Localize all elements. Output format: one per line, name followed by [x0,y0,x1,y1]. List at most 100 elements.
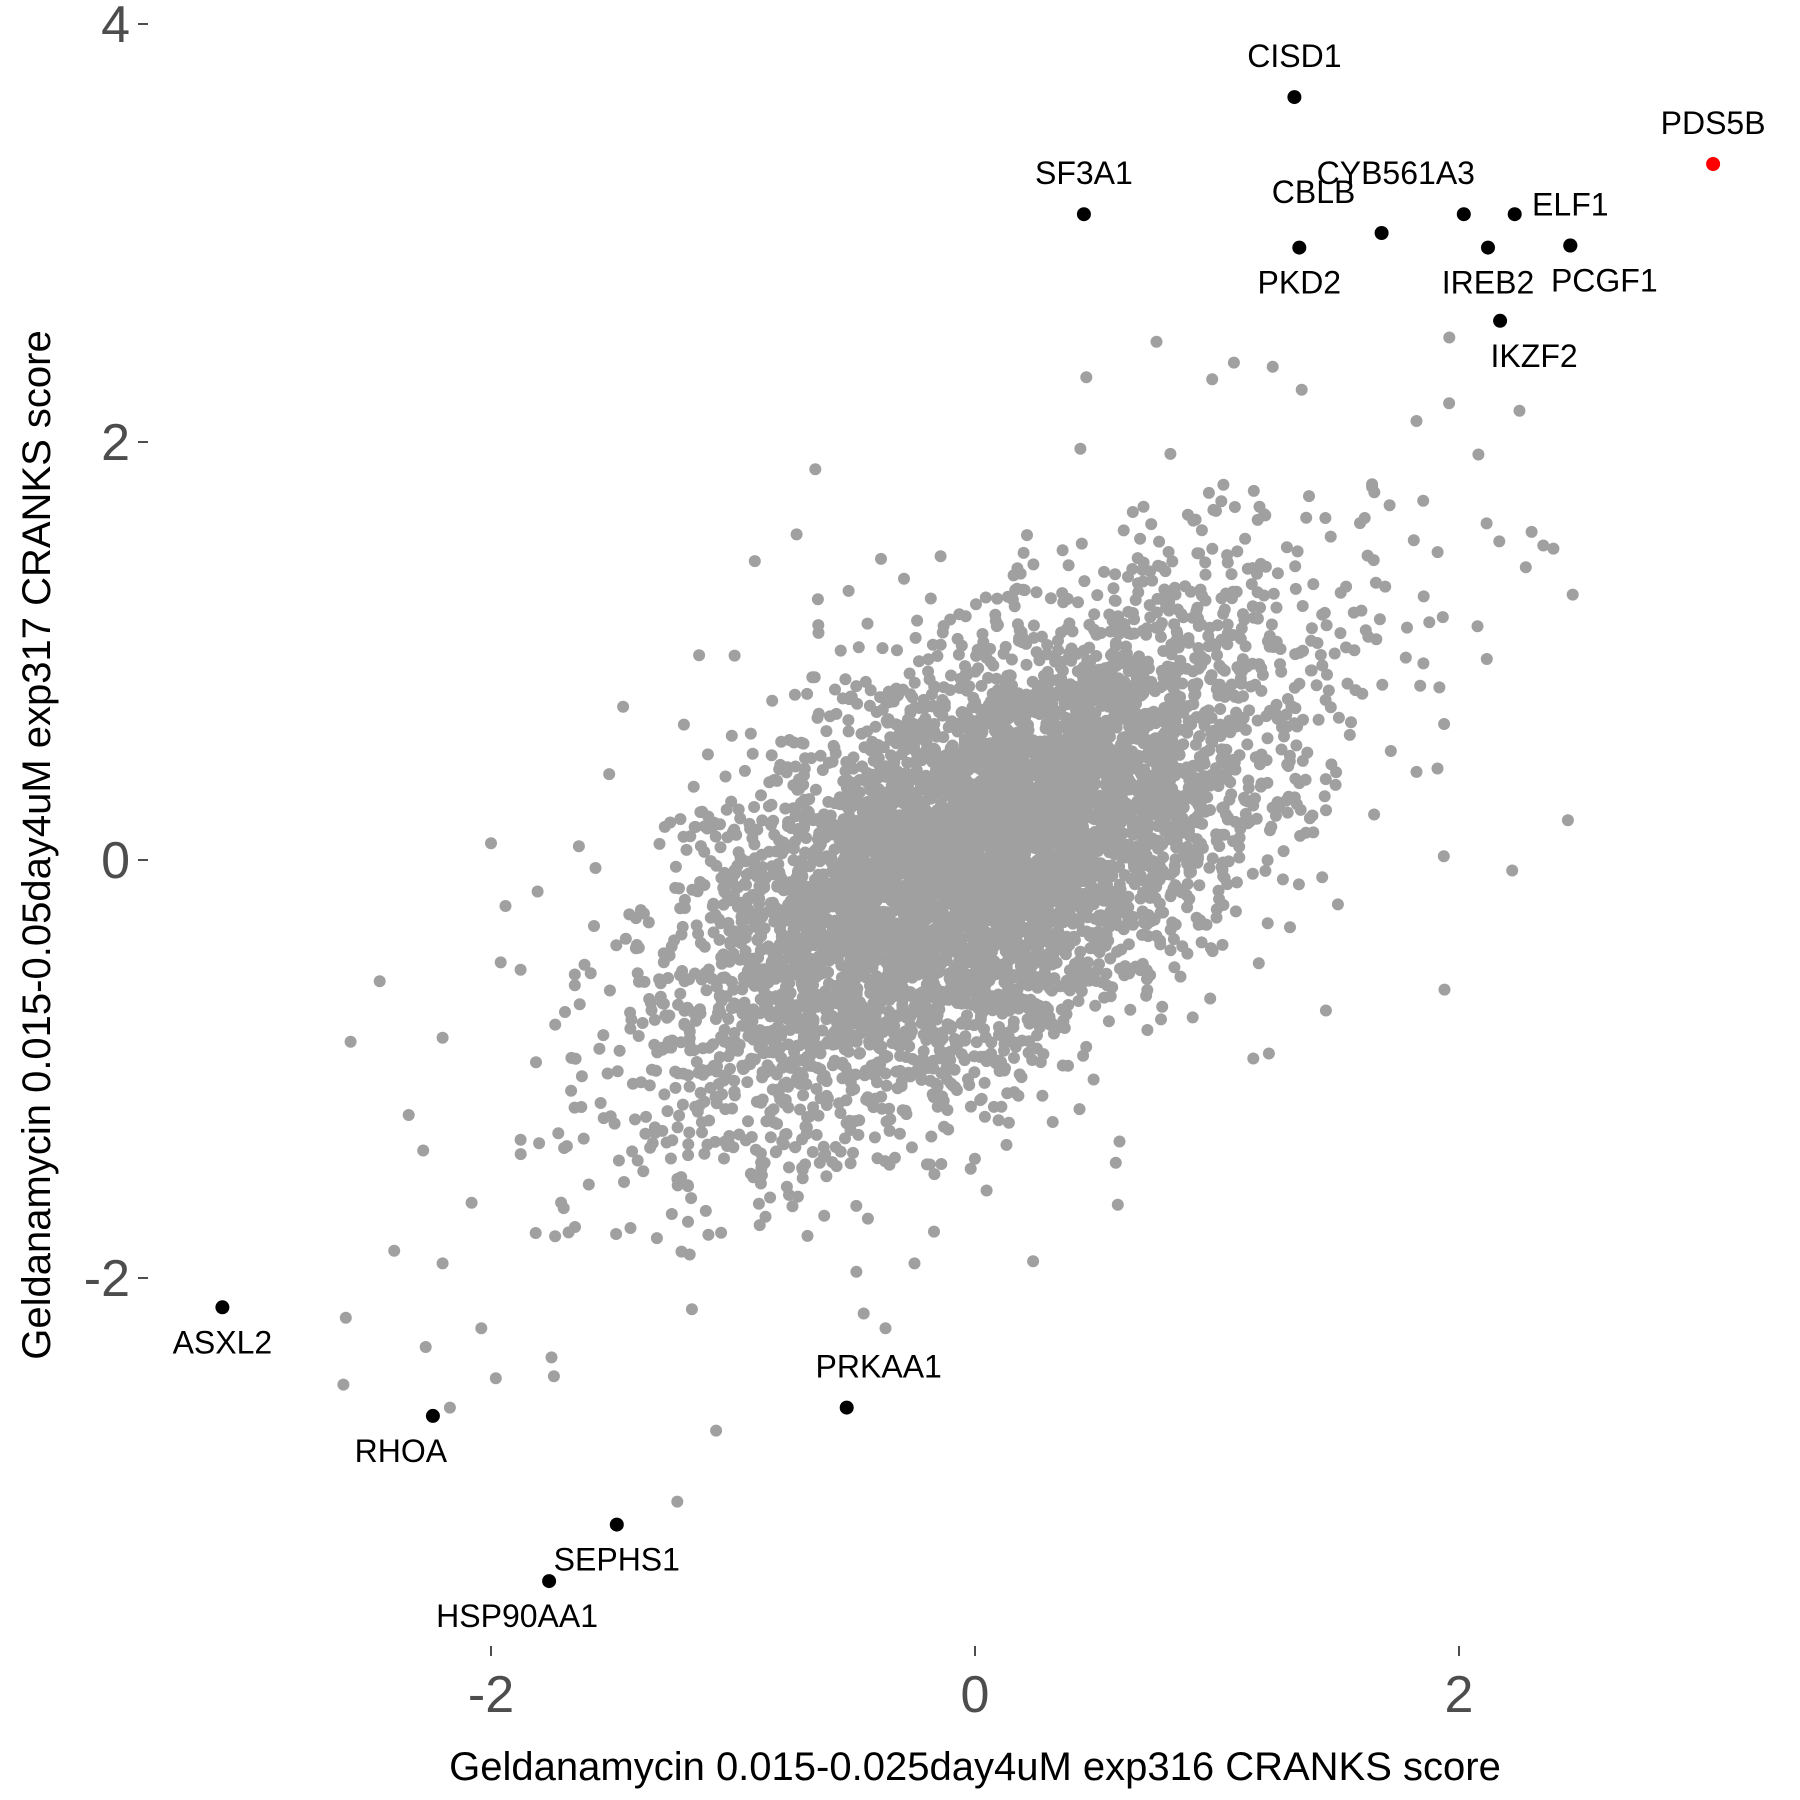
data-point [1117,524,1130,537]
data-point [1410,415,1423,427]
data-point [1324,530,1337,543]
data-point [1322,684,1335,697]
data-point [975,679,988,692]
data-point [1239,532,1252,545]
data-point [1332,711,1345,724]
data-point [675,1036,687,1049]
data-point [1109,1156,1122,1169]
data-point [1108,594,1121,607]
data-point [809,783,822,796]
data-point [1264,824,1276,837]
data-point [658,1088,671,1101]
data-point [671,1179,684,1192]
data-point [1057,1015,1070,1028]
data-point [1271,567,1284,580]
data-point [514,1133,527,1146]
data-point [816,1072,829,1085]
data-point [975,1092,988,1105]
data-point [1277,845,1290,858]
data-point [1004,699,1017,711]
data-point [1471,620,1484,633]
data-point [768,774,781,786]
data-point [808,1038,821,1051]
data-point [771,880,784,893]
data-point [1179,580,1192,593]
data-point [1241,738,1254,751]
data-point [1250,812,1263,825]
data-point [909,964,922,977]
data-point [986,767,999,780]
data-point [1129,594,1142,606]
data-point [529,1227,542,1239]
data-point [937,731,950,744]
data-point [971,798,984,811]
data-point [1221,813,1234,826]
data-point [728,1074,741,1087]
data-point [766,694,779,707]
data-point [998,1044,1010,1057]
data-point [683,1248,696,1261]
data-point [727,983,740,996]
data-point [1251,612,1264,625]
data-point [1417,494,1430,507]
data-point [872,752,885,765]
data-point [584,967,597,980]
data-point [738,764,751,777]
data-point [1305,664,1318,677]
data-point [610,939,623,952]
data-point [767,814,780,827]
data-point [796,1163,809,1176]
data-point [1122,890,1135,903]
data-point [755,864,768,877]
data-point [632,1030,645,1042]
data-point [714,841,727,854]
data-point [1384,745,1397,757]
data-point [1156,1000,1169,1013]
data-point [1154,630,1167,643]
data-point [1401,621,1413,634]
data-point [683,1080,696,1093]
data-point [1016,1034,1028,1047]
data-point [1348,644,1361,657]
data-point [699,1204,712,1217]
data-point [853,774,866,786]
data-point [931,650,944,662]
data-point [1199,746,1211,759]
data-point [1204,992,1217,1005]
data-point [1294,803,1307,816]
data-point [1209,640,1222,653]
data-point [1220,587,1232,600]
data-point [634,904,647,917]
data-point [764,1191,777,1204]
data-point [963,1079,976,1091]
data-point [1120,647,1133,660]
data-point [1223,714,1236,727]
data-point [1107,582,1120,595]
data-point [935,1158,948,1170]
data-point [1206,945,1219,958]
data-point [780,1180,793,1193]
data-point [640,1110,652,1123]
data-point [624,1222,637,1234]
data-point [911,614,924,627]
data-point [1173,762,1186,775]
data-point [1098,565,1110,578]
data-point [845,1084,858,1097]
data-point [944,684,957,696]
data-point [770,845,783,858]
data-point [690,919,703,932]
data-point [978,1076,991,1089]
data-point [861,1212,874,1225]
data-point [811,593,824,606]
data-point [775,735,788,748]
data-point [685,1192,698,1205]
data-point [569,1221,581,1233]
data-point [1334,586,1347,599]
data-point [986,990,999,1003]
data-point [842,799,854,812]
data-point [601,1067,614,1080]
data-point [1230,585,1243,598]
data-point [763,1046,776,1058]
data-point [780,1076,793,1089]
data-point [839,673,852,686]
